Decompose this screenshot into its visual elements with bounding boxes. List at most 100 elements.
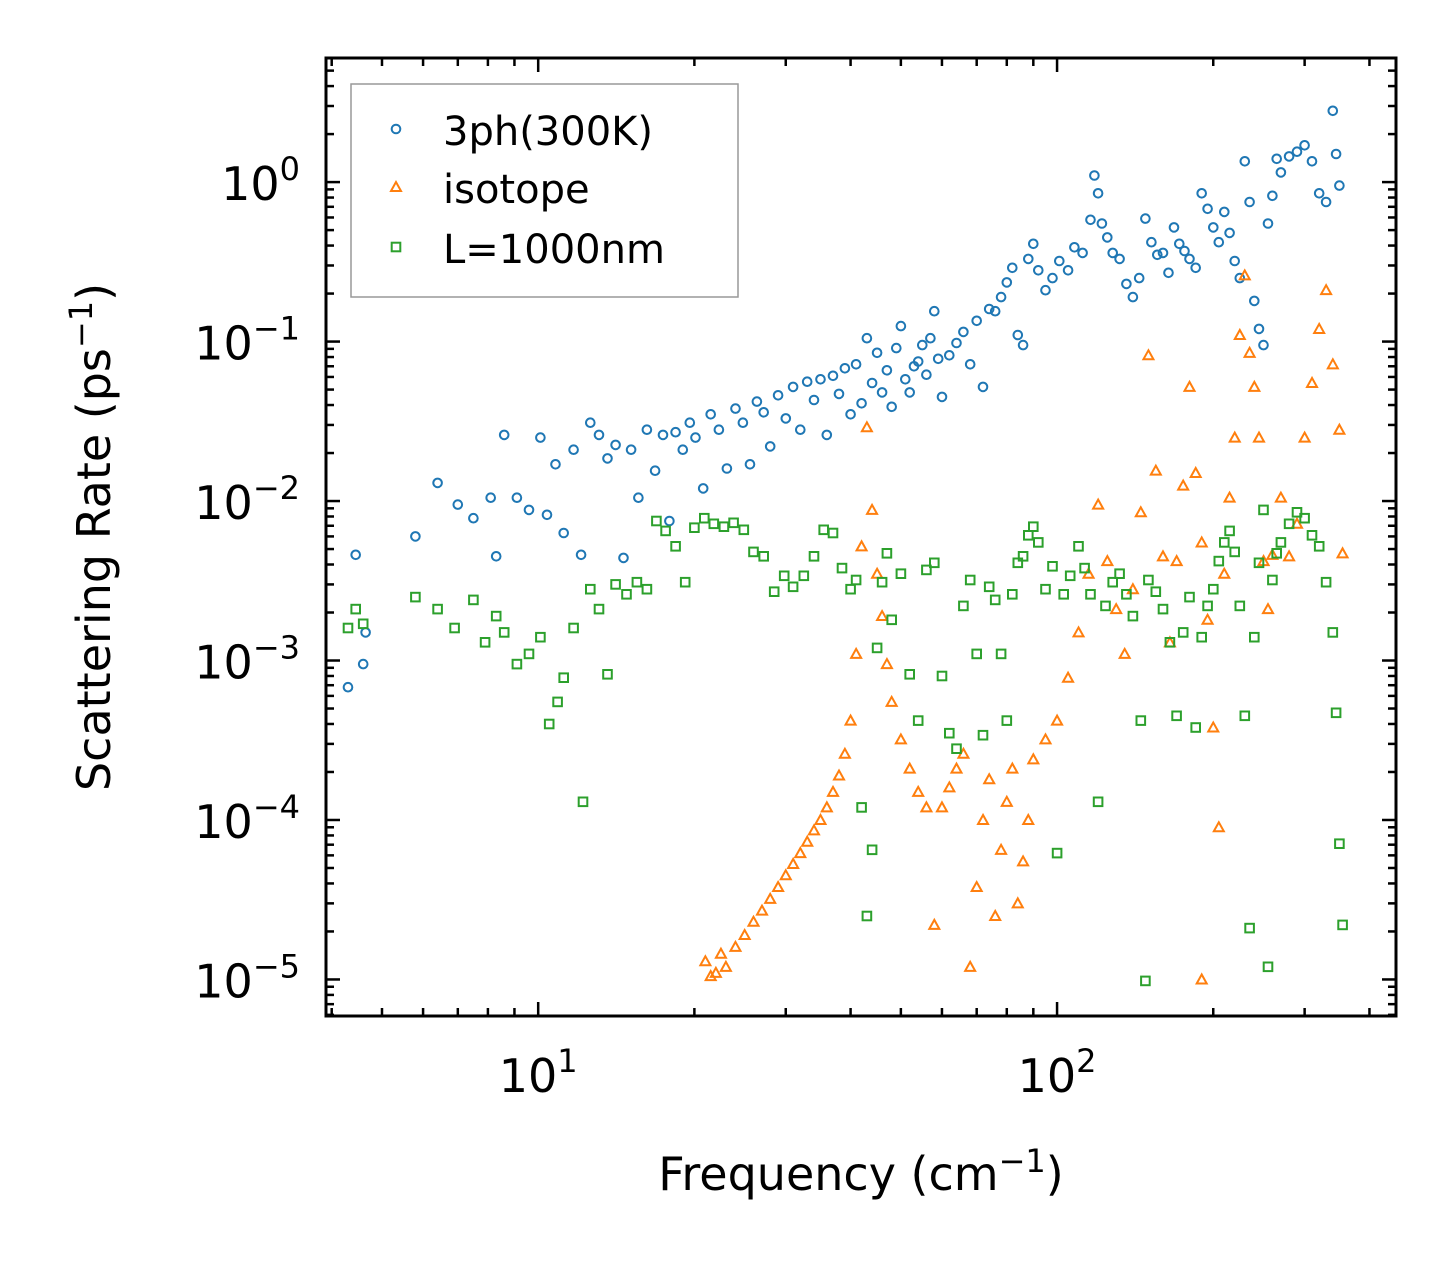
data-point: [1275, 167, 1287, 178]
data-point: [1011, 896, 1025, 909]
data-point: [1028, 521, 1039, 533]
data-point: [795, 424, 806, 436]
data-point: [1140, 975, 1151, 987]
data-point: [670, 426, 681, 438]
data-point: [1271, 548, 1283, 559]
data-point: [1313, 541, 1325, 552]
data-point: [838, 746, 852, 759]
data-point: [1001, 715, 1013, 726]
data-point: [746, 914, 761, 927]
data-point: [1299, 140, 1310, 151]
data-point: [1327, 627, 1339, 638]
data-point: [821, 429, 833, 441]
data-point: [1149, 463, 1163, 476]
data-point: [1247, 379, 1262, 392]
data-point: [1114, 253, 1125, 265]
data-point: [468, 512, 479, 524]
data-point: [670, 541, 681, 552]
data-point: [708, 518, 720, 530]
data-point: [768, 586, 780, 598]
data-point: [786, 856, 800, 869]
data-point: [850, 574, 862, 586]
data-point: [876, 576, 888, 588]
data-point: [1040, 284, 1051, 296]
data-point: [585, 417, 596, 429]
data-point: [936, 670, 948, 682]
data-point: [535, 631, 546, 643]
data-point: [357, 658, 369, 670]
data-point: [758, 407, 770, 418]
data-point: [1047, 561, 1058, 572]
data-point: [1007, 262, 1018, 274]
data-point: [951, 337, 962, 349]
data-point: [977, 729, 989, 741]
data-point: [610, 579, 621, 590]
data-point: [649, 465, 661, 477]
data-point: [935, 800, 949, 813]
data-point: [871, 347, 883, 359]
data-point: [1213, 555, 1225, 567]
data-point: [982, 772, 996, 785]
y-tick-label: 10−4: [194, 788, 300, 849]
data-point: [971, 648, 983, 660]
series-layer: [342, 105, 1350, 987]
data-point: [523, 648, 535, 660]
data-point: [1156, 549, 1170, 562]
data-point: [1050, 713, 1064, 726]
data-point: [949, 761, 964, 774]
data-point: [699, 512, 710, 524]
data-point: [1117, 646, 1132, 659]
data-point: [1021, 812, 1035, 825]
data-point: [679, 576, 691, 588]
data-point: [577, 796, 589, 808]
data-point: [836, 562, 848, 574]
data-point: [958, 326, 969, 338]
data-point: [1233, 327, 1247, 340]
data-point: [1283, 518, 1295, 530]
data-point: [523, 504, 535, 516]
data-point: [983, 581, 995, 593]
data-point: [585, 583, 596, 595]
data-point: [977, 381, 989, 393]
y-axis-label: Scattering Rate (ps−1): [62, 283, 121, 791]
data-point: [912, 356, 924, 367]
data-point: [854, 539, 869, 552]
data-point: [1107, 576, 1119, 588]
data-point: [697, 483, 709, 494]
data-point: [911, 784, 925, 797]
data-point: [1077, 247, 1088, 259]
data-point: [772, 390, 784, 401]
series-0: [342, 105, 1345, 693]
data-point: [827, 527, 839, 539]
data-point: [575, 549, 587, 561]
data-point: [860, 420, 874, 433]
data-point: [1028, 238, 1039, 250]
data-point: [1208, 583, 1219, 595]
data-point: [1335, 546, 1350, 559]
legend-label-isotope: isotope: [443, 167, 590, 213]
data-point: [1033, 537, 1044, 548]
data-point: [1017, 551, 1029, 562]
data-point: [1005, 761, 1020, 774]
tick-label-layer: 101 102 10−5 10−4 10−3 10−2 10−1 100: [194, 150, 1096, 1103]
data-point: [350, 603, 361, 615]
data-point: [1330, 148, 1342, 160]
legend-label-3ph: 3ph(300K): [443, 109, 653, 155]
data-point: [995, 291, 1007, 303]
data-point: [1222, 490, 1237, 503]
data-point: [1092, 188, 1104, 199]
data-point: [468, 594, 479, 606]
data-point: [1291, 507, 1303, 518]
data-point: [839, 363, 851, 374]
data-point: [610, 439, 621, 451]
data-point: [1054, 255, 1065, 267]
data-point: [808, 551, 820, 562]
data-point: [1213, 236, 1225, 248]
data-point: [709, 965, 723, 978]
data-point: [1258, 504, 1269, 516]
data-point: [1102, 232, 1113, 243]
data-point: [1169, 554, 1184, 567]
data-point: [904, 669, 916, 680]
data-point: [737, 927, 752, 941]
